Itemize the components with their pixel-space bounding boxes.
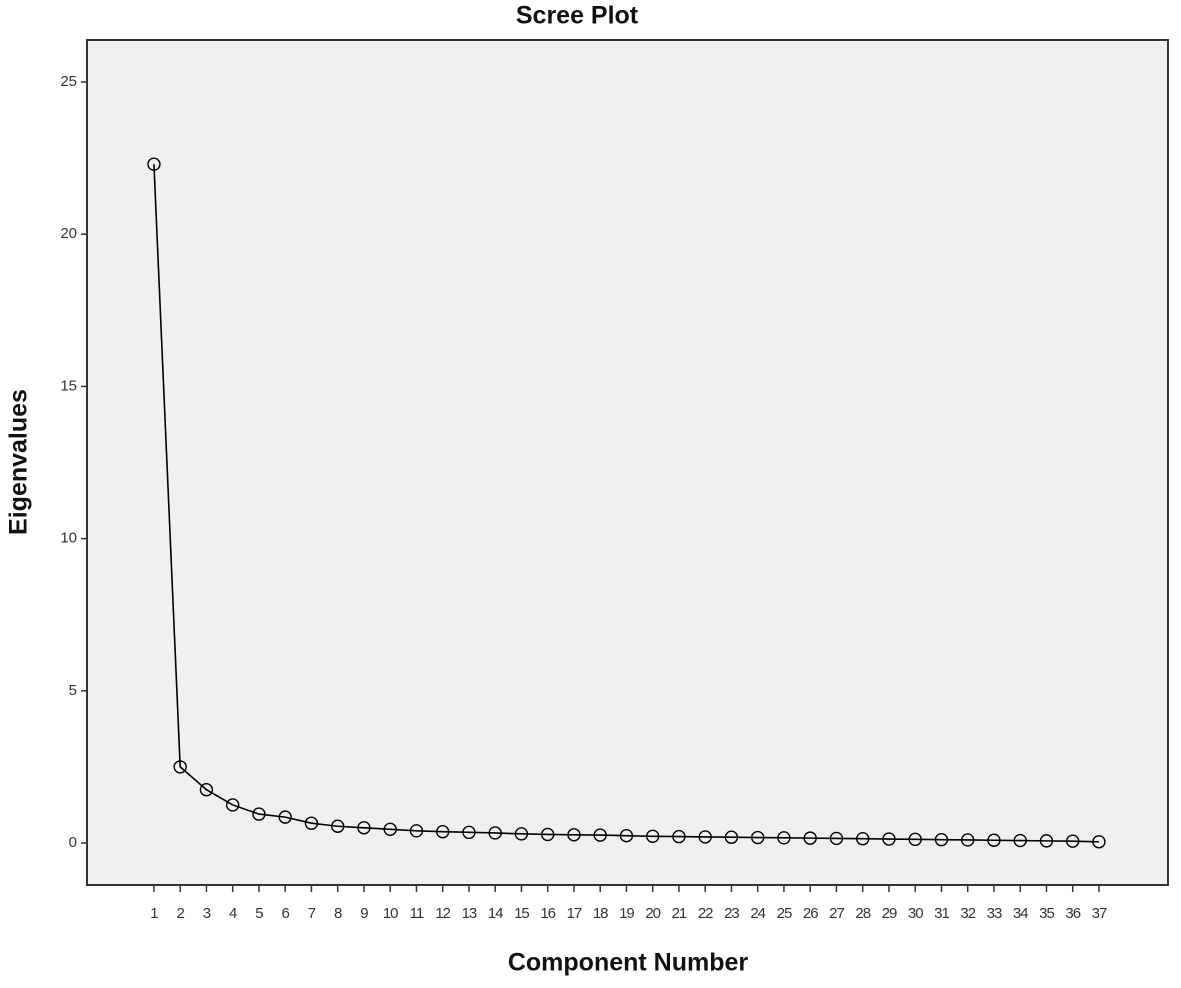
x-tick-label: 33 — [987, 905, 1002, 922]
marker — [304, 816, 319, 830]
x-tick-label: 24 — [750, 905, 765, 922]
y-axis-label: Eigenvalues — [5, 389, 33, 535]
x-tick-label: 28 — [855, 905, 870, 922]
marker — [462, 825, 476, 840]
marker — [225, 798, 240, 812]
marker — [1092, 835, 1106, 849]
x-tick-label: 2 — [177, 905, 185, 922]
x-tick-label: 8 — [334, 905, 342, 922]
x-tick-label: 36 — [1065, 905, 1080, 922]
marker — [1039, 834, 1054, 848]
x-tick-label: 31 — [934, 905, 949, 922]
marker — [856, 832, 870, 846]
line — [153, 164, 1099, 843]
marker — [908, 832, 922, 847]
marker — [777, 831, 791, 845]
marker — [488, 826, 502, 840]
x-tick-label: 17 — [567, 905, 582, 922]
marker — [199, 783, 214, 797]
x-tick-label: 35 — [1039, 905, 1054, 922]
y-tick-label: 25 — [60, 73, 77, 90]
y-tick-label: 5 — [69, 682, 77, 699]
marker — [173, 760, 187, 774]
y-tick-label: 15 — [60, 377, 77, 394]
x-tick-label: 10 — [383, 905, 398, 922]
marker — [330, 819, 345, 833]
marker — [961, 833, 975, 847]
marker — [882, 832, 896, 846]
marker — [383, 822, 397, 836]
y-tick-label: 10 — [60, 530, 77, 547]
marker — [567, 828, 581, 842]
y-tick-label: 0 — [69, 834, 77, 851]
x-tick-label: 16 — [540, 905, 555, 922]
marker — [435, 825, 450, 839]
x-tick-label: 7 — [308, 905, 316, 922]
marker — [409, 824, 424, 838]
x-tick-label: 29 — [882, 905, 897, 922]
marker — [751, 830, 765, 845]
marker — [672, 829, 686, 844]
marker — [934, 832, 949, 847]
marker — [1066, 834, 1080, 848]
x-tick-label: 21 — [672, 905, 687, 922]
y-tick-label: 20 — [60, 225, 77, 242]
x-tick-label: 27 — [829, 905, 844, 922]
x-tick-label: 32 — [960, 905, 975, 922]
x-tick-label: 3 — [203, 905, 211, 922]
x-tick-label: 13 — [462, 905, 477, 922]
x-tick-label: 20 — [645, 905, 660, 922]
x-tick-label: 6 — [282, 905, 290, 922]
x-tick-label: 5 — [255, 905, 263, 922]
x-tick-label: 9 — [360, 905, 368, 922]
marker — [698, 830, 712, 844]
x-tick-label: 18 — [593, 905, 608, 922]
plot-area — [86, 39, 1169, 886]
x-tick-label: 37 — [1092, 905, 1107, 922]
x-tick-label: 14 — [488, 905, 503, 922]
x-tick-label: 19 — [619, 905, 634, 922]
x-tick-label: 11 — [410, 905, 424, 922]
marker — [1013, 833, 1027, 848]
marker — [252, 807, 266, 821]
x-tick-label: 4 — [229, 905, 237, 922]
x-tick-label: 30 — [908, 905, 923, 922]
marker — [278, 810, 292, 824]
marker — [540, 827, 555, 842]
chart-title: Scree Plot — [516, 2, 639, 30]
marker — [987, 833, 1001, 847]
marker — [147, 157, 161, 171]
x-tick-label: 22 — [698, 905, 713, 922]
marker — [829, 831, 844, 846]
x-tick-label: 26 — [803, 905, 818, 922]
marker — [646, 829, 660, 843]
x-tick-label: 34 — [1013, 905, 1028, 922]
marker — [357, 821, 371, 835]
x-tick-label: 23 — [724, 905, 739, 922]
x-tick-label: 25 — [777, 905, 792, 922]
x-tick-label: 15 — [514, 905, 529, 922]
marker — [593, 828, 607, 842]
marker — [724, 830, 739, 844]
x-axis-label: Component Number — [508, 949, 749, 977]
marker — [803, 831, 817, 845]
x-tick-label: 12 — [435, 905, 450, 922]
x-tick-label: 1 — [150, 905, 158, 922]
marker — [619, 828, 634, 843]
marker — [514, 827, 529, 841]
